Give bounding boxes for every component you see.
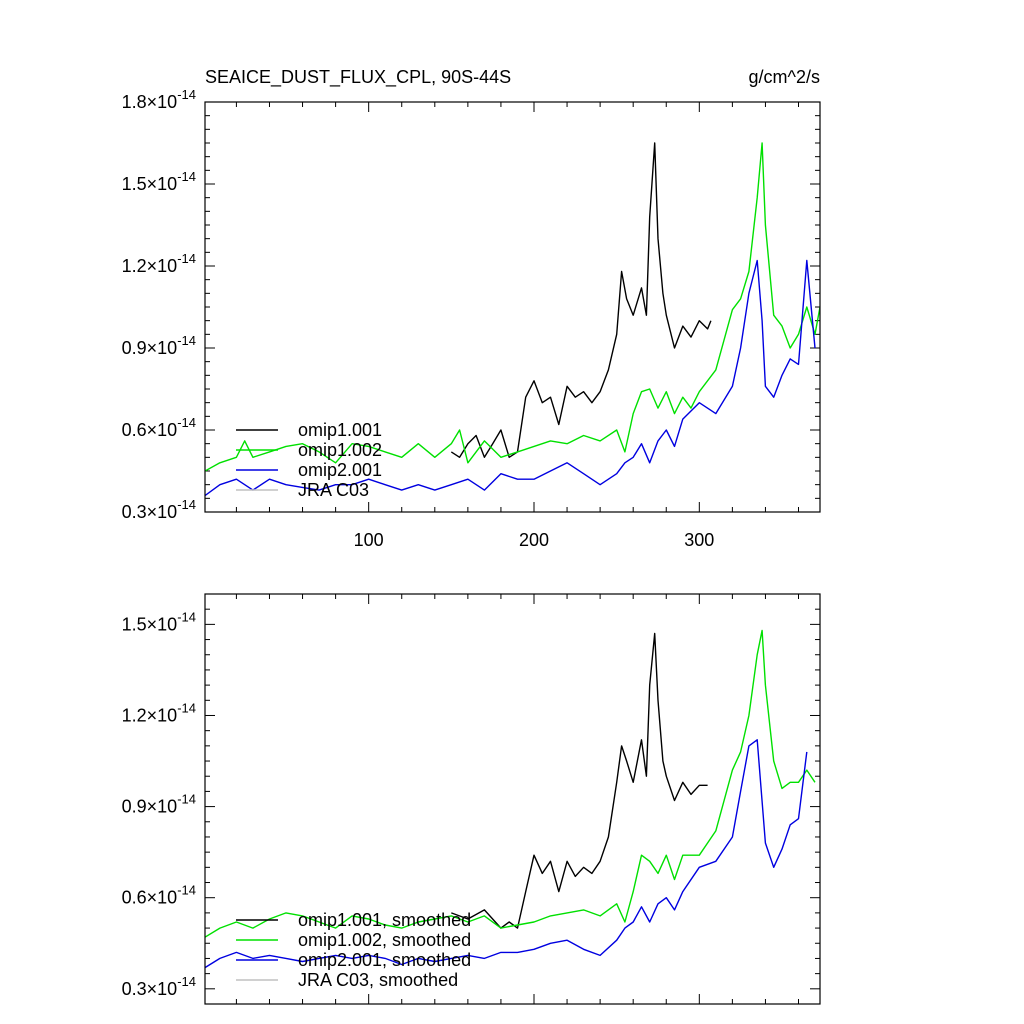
y-tick-label: 1.8×10-14: [122, 87, 196, 112]
series-line-omip1_001: [450, 142, 712, 458]
legend-label: omip1.002, smoothed: [298, 930, 471, 950]
x-tick-label: 200: [519, 530, 549, 550]
y-tick-label: 0.6×10-14: [122, 883, 196, 908]
legend-label: JRA C03: [298, 480, 369, 500]
y-tick-label: 0.9×10-14: [122, 792, 196, 817]
plot-frame: [204, 101, 821, 513]
chart-title: SEAICE_DUST_FLUX_CPL, 90S-44S: [205, 67, 511, 88]
y-tick-label: 1.2×10-14: [122, 251, 196, 276]
y-tick-label: 1.5×10-14: [122, 169, 196, 194]
legend-label: omip2.001, smoothed: [298, 950, 471, 970]
x-tick-label: 100: [354, 530, 384, 550]
y-tick-label: 0.6×10-14: [122, 415, 196, 440]
plot-frame: [204, 593, 821, 1005]
panel-raw: 0.3×10-14 0.6×10-14 0.9×10-14 1.2×10-14 1.5×…: [122, 87, 821, 550]
y-tick-label: 0.9×10-14: [122, 333, 196, 358]
y-tick-label: 0.3×10-14: [122, 974, 196, 999]
series-line-omip1_002: [205, 142, 820, 472]
legend-label: omip1.001, smoothed: [298, 910, 471, 930]
legend-label: omip1.001: [298, 420, 382, 440]
series-line-omip2_001: [205, 259, 816, 497]
series-line-omip2_001: [205, 739, 808, 969]
units-label: g/cm^2/s: [749, 67, 820, 87]
series-line-omip1_001: [451, 632, 708, 929]
legend-label: omip1.002: [298, 440, 382, 460]
x-tick-label: 300: [684, 530, 714, 550]
panel-smoothed: 0.3×10-14 0.6×10-14 0.9×10-14 1.2×10-14 1.5×…: [122, 593, 821, 1005]
legend-label: omip2.001: [298, 460, 382, 480]
y-tick-label: 1.5×10-14: [122, 609, 196, 634]
y-tick-label: 1.2×10-14: [122, 700, 196, 725]
legend-label: JRA C03, smoothed: [298, 970, 458, 990]
series-line-omip1_002: [205, 629, 816, 938]
y-tick-label: 0.3×10-14: [122, 497, 196, 522]
